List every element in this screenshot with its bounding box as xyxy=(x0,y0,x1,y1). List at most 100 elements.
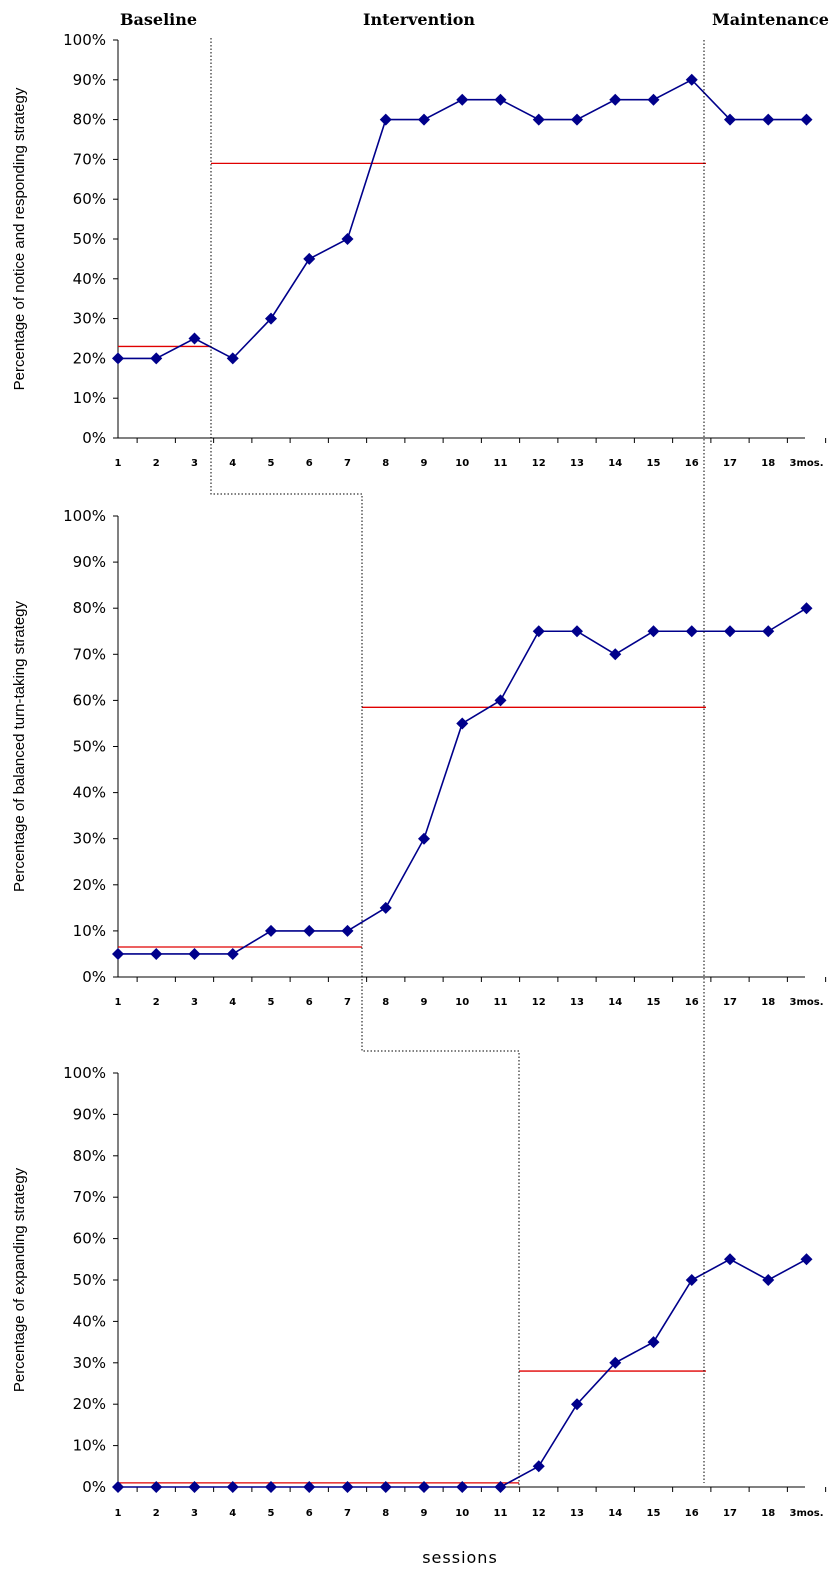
data-point xyxy=(724,1253,736,1266)
intervention-phase-line xyxy=(210,38,520,1487)
x-tick-label: 6 xyxy=(306,458,313,469)
y-tick-label: 100% xyxy=(63,31,106,49)
x-tick-label: 11 xyxy=(494,997,508,1008)
data-point xyxy=(800,602,813,615)
data-point xyxy=(265,924,277,937)
data-point xyxy=(341,233,354,245)
data-point xyxy=(647,1336,660,1349)
x-tick-label: 17 xyxy=(723,1508,737,1519)
y-tick-label: 80% xyxy=(73,1147,106,1165)
y-tick-label: 30% xyxy=(73,310,106,328)
data-point xyxy=(456,93,469,106)
data-point xyxy=(762,625,775,638)
panel-notice-responding: 0%10%20%30%40%50%60%70%80%90%100%1 2 3 4 5 6 7… xyxy=(11,31,827,469)
y-tick-label: 100% xyxy=(63,507,106,525)
data-point xyxy=(112,947,124,960)
phase-label-intervention: Intervention xyxy=(363,10,475,29)
y-tick-label: 40% xyxy=(73,1312,106,1330)
x-tick-label: 1 xyxy=(115,458,122,469)
x-tick-label: 15 xyxy=(647,1508,661,1519)
data-point xyxy=(188,947,201,960)
data-point xyxy=(685,625,698,638)
x-tick-label: 2 xyxy=(153,458,160,469)
x-tick-label: 3 xyxy=(191,1508,198,1519)
x-tick-label: 16 xyxy=(685,997,699,1008)
x-tick-label: 18 xyxy=(761,997,775,1008)
data-point xyxy=(762,113,775,126)
x-tick-label: 11 xyxy=(494,458,508,469)
y-tick-label: 80% xyxy=(73,111,106,129)
y-tick-label: 20% xyxy=(73,876,106,894)
y-tick-label: 0% xyxy=(82,968,106,986)
x-tick-label: 15 xyxy=(647,458,661,469)
x-tick-label: 18 xyxy=(761,1508,775,1519)
data-point xyxy=(150,352,163,365)
x-tick-label: 7 xyxy=(344,1508,351,1519)
data-point xyxy=(303,252,316,265)
x-tick-label: 8 xyxy=(382,458,389,469)
y-tick-label: 70% xyxy=(73,150,106,168)
data-point xyxy=(532,625,545,638)
data-point xyxy=(265,312,277,325)
y-tick-label: 70% xyxy=(73,645,106,663)
x-tick-label: 3mos. xyxy=(790,997,824,1008)
phase-change-lines xyxy=(210,38,705,1487)
y-tick-label: 70% xyxy=(73,1188,106,1206)
x-tick-label: 10 xyxy=(455,1508,469,1519)
data-point xyxy=(494,93,507,106)
data-point xyxy=(188,1481,201,1493)
data-point xyxy=(112,1481,124,1493)
x-tick-label: 4 xyxy=(229,997,236,1008)
x-tick-label: 5 xyxy=(268,997,275,1008)
y-axis-label: Percentage of expanding strategy xyxy=(11,1167,28,1392)
data-point xyxy=(188,332,201,345)
x-tick-label: 14 xyxy=(608,1508,622,1519)
data-point xyxy=(724,113,736,126)
x-tick-label: 12 xyxy=(532,458,546,469)
data-point xyxy=(494,1481,507,1493)
y-tick-label: 50% xyxy=(73,1271,106,1289)
x-tick-label: 4 xyxy=(229,1508,236,1519)
data-point xyxy=(226,947,239,960)
x-tick-label: 14 xyxy=(608,458,622,469)
data-point xyxy=(532,1460,545,1473)
series-line xyxy=(118,607,807,955)
series-line xyxy=(118,1258,807,1488)
data-point xyxy=(647,625,660,638)
data-point xyxy=(609,1356,622,1369)
y-axis-label: Percentage of notice and responding stra… xyxy=(11,87,28,390)
data-point xyxy=(685,1274,698,1286)
x-tick-label: 10 xyxy=(455,997,469,1008)
x-tick-label: 15 xyxy=(647,997,661,1008)
x-tick-label: 11 xyxy=(494,1508,508,1519)
x-tick-label: 7 xyxy=(344,997,351,1008)
data-point xyxy=(418,113,430,126)
x-tick-label: 10 xyxy=(455,458,469,469)
data-point xyxy=(150,1481,163,1493)
y-tick-label: 20% xyxy=(73,1395,106,1413)
y-tick-label: 90% xyxy=(73,1105,106,1123)
x-tick-label: 17 xyxy=(723,458,737,469)
data-point xyxy=(571,1398,583,1411)
x-tick-label: 13 xyxy=(570,458,584,469)
data-point xyxy=(150,947,163,960)
x-tick-label: 13 xyxy=(570,997,584,1008)
y-tick-label: 100% xyxy=(63,1064,106,1082)
x-tick-label: 12 xyxy=(532,997,546,1008)
y-tick-label: 20% xyxy=(73,349,106,367)
data-point xyxy=(456,717,469,730)
data-point xyxy=(494,694,507,707)
data-point xyxy=(112,352,124,365)
data-point xyxy=(724,625,736,638)
data-point xyxy=(571,625,583,638)
y-tick-label: 50% xyxy=(73,738,106,756)
x-tick-label: 8 xyxy=(382,1508,389,1519)
panel-expanding: 0%10%20%30%40%50%60%70%80%90%100%1 2 3 4 5 6 7… xyxy=(11,1064,827,1519)
y-tick-label: 10% xyxy=(73,1437,106,1455)
x-tick-label: 9 xyxy=(421,997,428,1008)
y-axis-label: Percentage of balanced turn-taking strat… xyxy=(11,600,28,892)
x-tick-label: 16 xyxy=(685,1508,699,1519)
x-tick-label: 4 xyxy=(229,458,236,469)
data-point xyxy=(571,113,583,126)
data-point xyxy=(341,924,354,937)
